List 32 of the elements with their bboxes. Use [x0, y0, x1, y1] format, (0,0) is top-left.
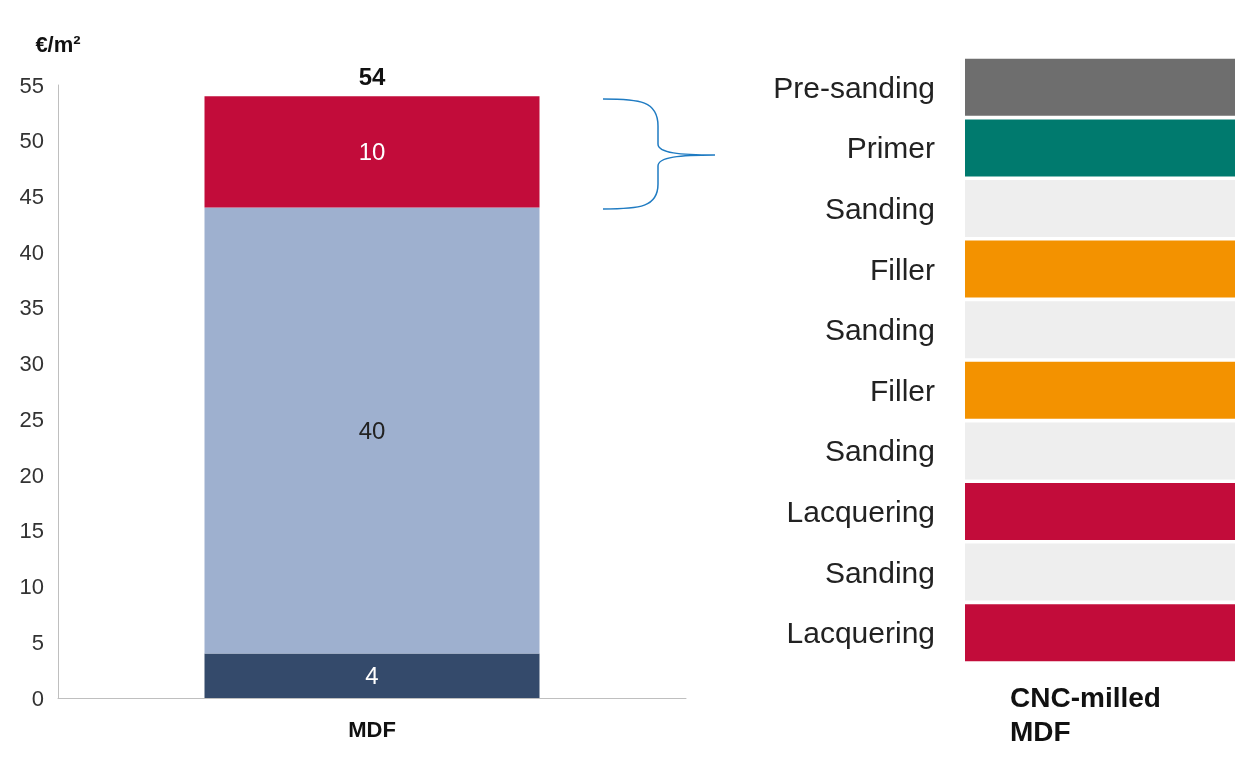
y-tick-label: 0: [31, 685, 44, 711]
bar: [204, 653, 540, 698]
y-tick-label: 35: [19, 295, 44, 321]
y-tick-label: 30: [19, 351, 44, 377]
y-tick-label: Filler: [870, 373, 935, 407]
y-tick-label: Lacquering: [786, 495, 935, 528]
y-tick-label: Pre-sanding: [773, 70, 935, 104]
total-label: 54: [358, 62, 386, 90]
y-tick-label: 25: [19, 406, 44, 432]
y-tick-label: Sanding: [824, 434, 935, 468]
data-label: 10: [358, 138, 386, 166]
y-tick-label: Sanding: [824, 192, 935, 225]
y-tick-label: Filler: [870, 252, 935, 286]
y-tick-label: Lacquering: [786, 616, 935, 650]
bar: [204, 96, 540, 208]
y-tick-label: 5: [31, 629, 44, 655]
y-tick-label: 15: [19, 518, 44, 544]
y-tick-label: Sanding: [824, 313, 935, 347]
data-label: 40: [358, 417, 386, 445]
y-tick-label: 50: [19, 128, 44, 154]
y-tick-label: 40: [19, 239, 44, 265]
x-axis-title: CNC-milled MDF: [1010, 681, 1169, 747]
bar: [204, 207, 540, 654]
data-label: 4: [365, 662, 379, 690]
y-tick-label: Sanding: [824, 555, 935, 589]
y-tick-label: 20: [19, 462, 44, 488]
y-tick-label: Primer: [846, 131, 935, 165]
x-tick-label: MDF: [348, 716, 396, 742]
y-tick-label: 10: [19, 574, 44, 600]
y-tick-label: 45: [19, 183, 44, 209]
y-tick-label: 55: [19, 72, 44, 98]
y-axis-title: €/m²: [35, 31, 81, 57]
